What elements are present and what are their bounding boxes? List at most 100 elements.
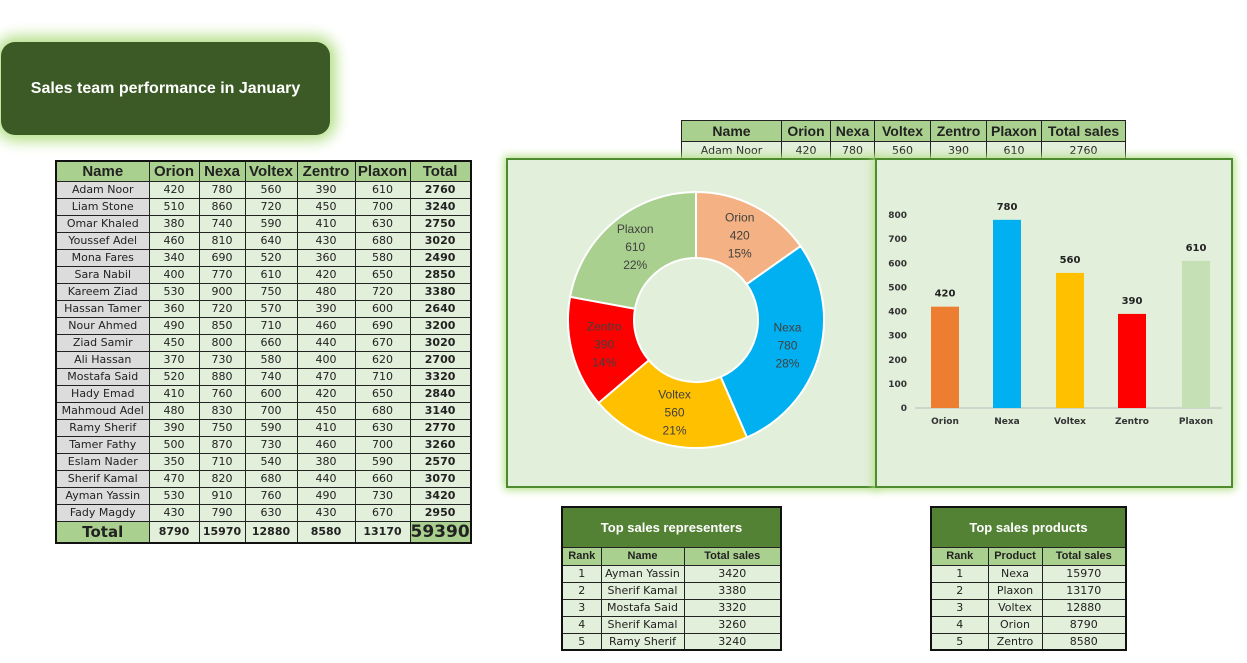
x-tick-label: Plaxon <box>1179 417 1213 427</box>
cell: 480 <box>148 401 200 420</box>
bar-data-label: 390 <box>1122 296 1143 307</box>
total-cell: 13170 <box>354 520 411 544</box>
cell: 720 <box>354 282 411 301</box>
table-row: Ayman Yassin 530 910 760 490 730 3420 <box>55 486 472 505</box>
cell: 460 <box>148 231 200 250</box>
cell: Zentro <box>987 632 1043 651</box>
slice-percent: 14% <box>592 356 616 370</box>
cell: 420 <box>148 180 200 199</box>
cell: 340 <box>148 248 200 267</box>
cell: 8790 <box>1041 615 1127 634</box>
rep-name: Ayman Yassin <box>55 486 150 505</box>
bar-chart-panel: 0 100 200 300 400 500 600 700 800 420 Orion 780 Nexa… <box>875 158 1233 488</box>
bar-chart: 0 100 200 300 400 500 600 700 800 420 Orion 780 Nexa… <box>888 202 1222 427</box>
rep-name: Mahmoud Adel <box>55 401 150 420</box>
table-row: Youssef Adel 460 810 640 430 680 3020 <box>55 231 472 250</box>
cell: 870 <box>198 435 246 454</box>
cell: 2770 <box>409 418 472 437</box>
cell: 4 <box>561 615 602 634</box>
cell: 2 <box>561 581 602 600</box>
cell: 760 <box>198 384 246 403</box>
x-tick-label: Zentro <box>1115 417 1149 427</box>
cell: 830 <box>198 401 246 420</box>
cell: 3260 <box>409 435 472 454</box>
cell: 720 <box>198 299 246 318</box>
column-header: Total sales <box>683 546 782 566</box>
cell: 360 <box>296 248 356 267</box>
cell: Adam Noor <box>681 141 782 159</box>
bar-data-label: 610 <box>1186 243 1207 254</box>
donut-chart-panel: Orion 420 15% Nexa 780 28% Voltex 560 21% Zentro 3… <box>506 158 877 488</box>
cell: 620 <box>354 350 411 369</box>
cell: 530 <box>148 282 200 301</box>
cell: 350 <box>148 452 200 471</box>
rep-name: Ziad Samir <box>55 333 150 352</box>
table-row: Omar Khaled 380 740 590 410 630 2750 <box>55 214 472 233</box>
cell: 860 <box>198 197 246 216</box>
cell: 2840 <box>409 384 472 403</box>
cell: 780 <box>198 180 246 199</box>
column-header: Rank <box>561 546 602 566</box>
cell: 3380 <box>409 282 472 301</box>
x-tick-label: Nexa <box>994 417 1020 427</box>
cell: 760 <box>244 486 298 505</box>
cell: 1 <box>930 564 989 583</box>
bar-orion <box>931 306 959 408</box>
cell: 670 <box>354 503 411 522</box>
top-products-table: Top sales products Rank Product Total sales… <box>930 506 1127 651</box>
table-row: 5 Zentro 8580 <box>930 632 1127 651</box>
selected-rep-table: Name Orion Nexa Voltex Zentro Plaxon Total sal… <box>681 120 1126 159</box>
cell: 810 <box>198 231 246 250</box>
cell: 420 <box>781 141 831 159</box>
column-header: Zentro <box>296 160 356 182</box>
cell: Orion <box>987 615 1043 634</box>
y-tick-label: 400 <box>888 308 907 318</box>
column-header: Name <box>55 160 150 182</box>
cell: 590 <box>244 418 298 437</box>
cell: 900 <box>198 282 246 301</box>
cell: 480 <box>296 282 356 301</box>
cell: 3020 <box>409 231 472 250</box>
sales-table: Name Orion Nexa Voltex Zentro Plaxon Total Adam… <box>55 160 472 544</box>
cell: 3 <box>561 598 602 617</box>
cell: 420 <box>296 265 356 284</box>
cell: 3420 <box>683 564 782 583</box>
cell: 8580 <box>1041 632 1127 651</box>
cell: 370 <box>148 350 200 369</box>
table-row: Hassan Tamer 360 720 570 390 600 2640 <box>55 299 472 318</box>
cell: 750 <box>244 282 298 301</box>
table-row: 4 Sherif Kamal 3260 <box>561 615 782 634</box>
total-cell: 8580 <box>296 520 356 544</box>
cell: 2700 <box>409 350 472 369</box>
cell: 430 <box>296 503 356 522</box>
rep-name: Mostafa Said <box>55 367 150 386</box>
table-row: Liam Stone 510 860 720 450 700 3240 <box>55 197 472 216</box>
cell: 390 <box>296 299 356 318</box>
cell: 540 <box>244 452 298 471</box>
table-row: Ramy Sherif 390 750 590 410 630 2770 <box>55 418 472 437</box>
y-tick-label: 600 <box>888 259 907 269</box>
cell: 3140 <box>409 401 472 420</box>
top-reps-title: Top sales representers <box>561 506 782 548</box>
cell: 680 <box>244 469 298 488</box>
cell: 700 <box>354 435 411 454</box>
cell: 790 <box>198 503 246 522</box>
cell: 590 <box>244 214 298 233</box>
cell: 630 <box>354 214 411 233</box>
table-row: 3 Voltex 12880 <box>930 598 1127 617</box>
cell: 430 <box>148 503 200 522</box>
column-header: Rank <box>930 546 989 566</box>
cell: 700 <box>354 197 411 216</box>
cell: 12880 <box>1041 598 1127 617</box>
cell: 910 <box>198 486 246 505</box>
table-row: Kareem Ziad 530 900 750 480 720 3380 <box>55 282 472 301</box>
y-tick-label: 300 <box>888 332 907 342</box>
column-header: Product <box>987 546 1043 566</box>
cell: 710 <box>244 316 298 335</box>
cell: 500 <box>148 435 200 454</box>
rep-name: Mona Fares <box>55 248 150 267</box>
table-row: Mona Fares 340 690 520 360 580 2490 <box>55 248 472 267</box>
table-row: 1 Nexa 15970 <box>930 564 1127 583</box>
cell: Voltex <box>987 598 1043 617</box>
cell: 640 <box>244 231 298 250</box>
